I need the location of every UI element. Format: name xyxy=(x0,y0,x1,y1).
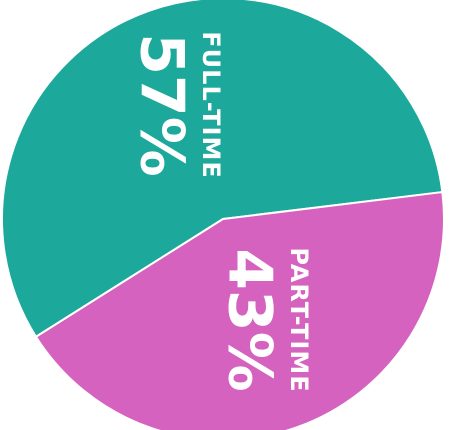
slice-value-label: 57% xyxy=(126,33,196,177)
slice-value-label: 43% xyxy=(214,248,284,392)
pie-slice xyxy=(1,0,444,339)
slice-name: PART-TIME xyxy=(285,247,313,392)
slice-name: FULL-TIME xyxy=(197,31,225,178)
pie-slice xyxy=(34,190,445,430)
